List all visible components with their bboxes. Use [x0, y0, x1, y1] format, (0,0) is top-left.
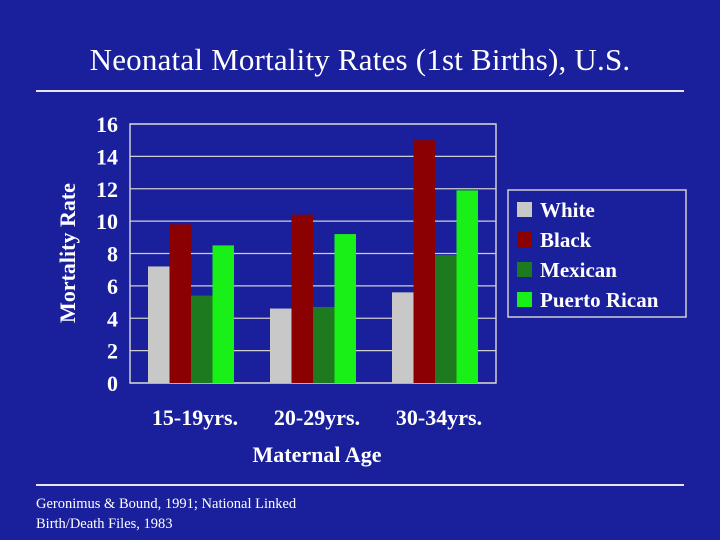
legend-swatch — [517, 262, 532, 277]
legend-swatch — [517, 232, 532, 247]
y-tick-label: 6 — [107, 274, 118, 299]
legend-label: White — [540, 198, 595, 222]
x-axis-title: Maternal Age — [253, 442, 382, 467]
slide-title: Neonatal Mortality Rates (1st Births), U… — [89, 42, 631, 77]
y-axis-title: Mortality Rate — [55, 183, 80, 323]
y-tick-label: 0 — [107, 371, 118, 396]
legend-box — [507, 189, 687, 318]
bar-white — [392, 292, 414, 383]
y-tick-label: 12 — [96, 177, 118, 202]
bar-white — [148, 266, 170, 383]
legend-label: Puerto Rican — [540, 288, 659, 312]
source-note: Geronimus & Bound, 1991; National Linked… — [36, 494, 346, 534]
y-tick-label: 4 — [107, 306, 118, 331]
legend-label: Mexican — [540, 258, 617, 282]
y-tick-label: 8 — [107, 242, 118, 267]
y-tick-label: 2 — [107, 339, 118, 364]
y-tick-label: 16 — [96, 112, 118, 137]
x-tick-label: 15-19yrs. — [152, 405, 238, 430]
source-line-2: Birth/Death Files, 1983 — [36, 516, 173, 532]
source-line-1: Geronimus & Bound, 1991; National Linked — [36, 496, 297, 512]
x-tick-label: 30-34yrs. — [396, 405, 482, 430]
bar-black — [291, 214, 313, 383]
bar-puerto-rican — [212, 245, 234, 383]
legend-swatch — [517, 202, 532, 217]
bar-black — [169, 224, 191, 383]
bar-puerto-rican — [334, 234, 356, 383]
title-divider — [36, 90, 684, 92]
y-tick-label: 10 — [96, 209, 118, 234]
bar-mexican — [435, 255, 457, 383]
legend-label: Black — [540, 228, 592, 252]
footer-divider — [36, 484, 684, 486]
y-tick-label: 14 — [96, 144, 118, 169]
bar-black — [413, 140, 435, 383]
bar-mexican — [313, 306, 335, 383]
legend-swatch — [517, 292, 532, 307]
bar-mexican — [191, 295, 213, 383]
bar-puerto-rican — [456, 190, 478, 383]
x-tick-label: 20-29yrs. — [274, 405, 360, 430]
bar-white — [270, 308, 292, 383]
